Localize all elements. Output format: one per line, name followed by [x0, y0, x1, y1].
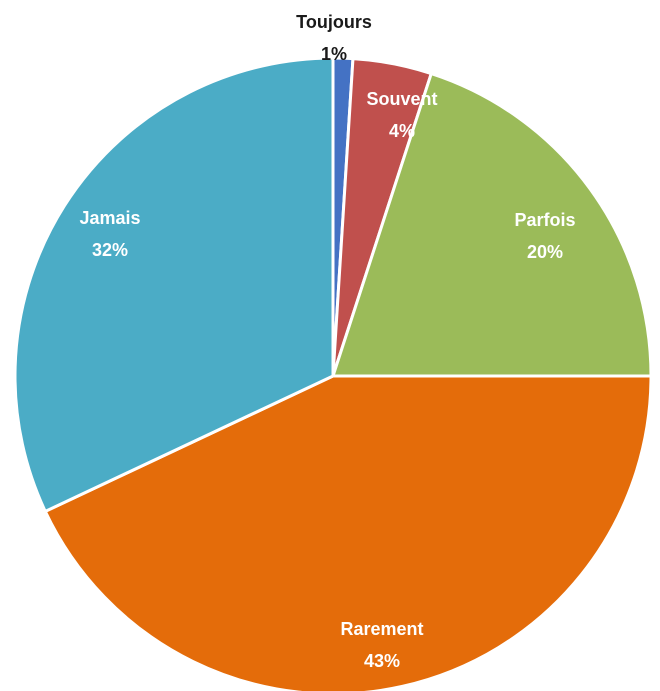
pie-slice-parfois: [331, 72, 653, 378]
slice-label-souvent: Souvent: [366, 89, 437, 109]
pie-labels: Toujours 1% Souvent 4% Parfois 20% Rarement 43%…: [79, 12, 575, 671]
slice-percent-souvent: 4%: [389, 121, 415, 141]
pie-slice-jamais: [13, 56, 335, 513]
slice-label-parfois: Parfois: [514, 210, 575, 230]
pie-slices: [13, 56, 653, 691]
slice-percent-jamais: 32%: [92, 240, 128, 260]
slice-label-jamais: Jamais: [79, 208, 140, 228]
slice-percent-parfois: 20%: [527, 242, 563, 262]
slice-label-rarement: Rarement: [340, 619, 423, 639]
slice-label-toujours: Toujours: [296, 12, 372, 32]
slice-percent-rarement: 43%: [364, 651, 400, 671]
slice-percent-toujours: 1%: [321, 44, 347, 64]
pie-slice-rarement: [43, 374, 653, 691]
